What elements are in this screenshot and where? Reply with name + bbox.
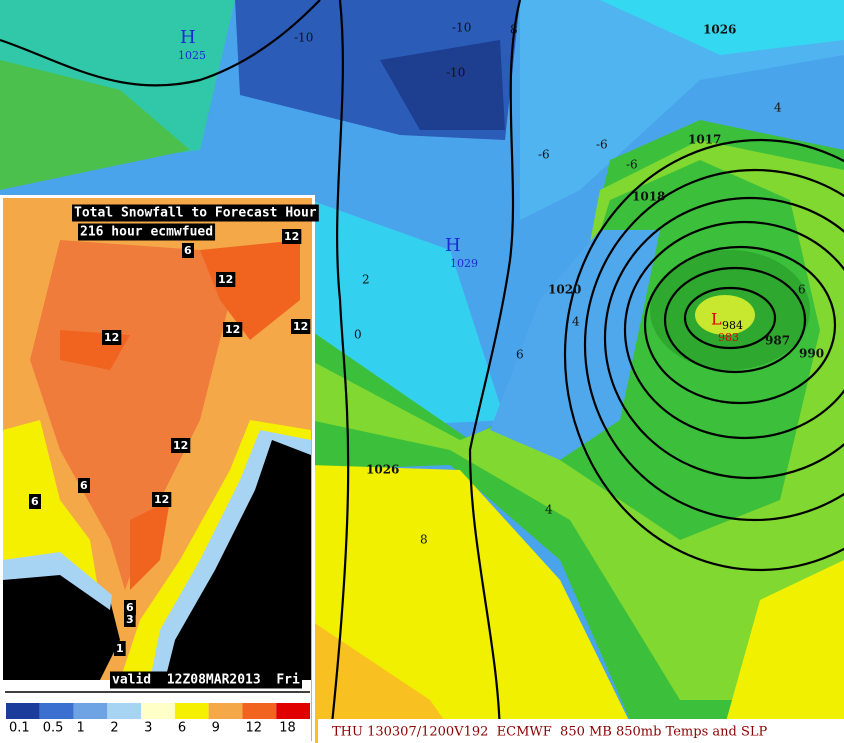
inset-title: Total Snowfall to Forecast Hour — [74, 206, 317, 221]
label-box — [78, 478, 90, 493]
legend-swatch — [39, 703, 74, 719]
label-box — [216, 272, 236, 287]
contour-label: 6 — [126, 601, 134, 614]
legend-label: 0.1 — [9, 721, 30, 736]
high-pressure: 1029 — [450, 257, 478, 270]
label-box — [171, 438, 191, 453]
temp-label: 2 — [362, 273, 370, 287]
label-box — [29, 494, 41, 509]
contour-label: 12 — [104, 331, 119, 344]
legend-swatch — [208, 703, 243, 719]
label-box — [291, 319, 311, 334]
contour-label: 3 — [126, 613, 134, 626]
label-box — [72, 204, 319, 222]
legend-swatch — [174, 703, 209, 719]
label-box — [182, 243, 194, 258]
footer-bg — [318, 719, 844, 743]
temp-label: -6 — [596, 138, 608, 152]
isobar-label: 987 — [765, 334, 790, 348]
contour-label: 12 — [154, 493, 169, 506]
contour-label: 6 — [31, 495, 39, 508]
inset — [0, 195, 315, 743]
temp-label: 8 — [510, 23, 518, 37]
legend-label: 1 — [77, 721, 85, 736]
temp-label: 6 — [798, 283, 806, 297]
contour-label: 12 — [284, 230, 299, 243]
low-pressure: 984 — [722, 319, 743, 332]
label-box — [114, 641, 126, 656]
isobar-label: 1017 — [688, 133, 721, 147]
temp-label: 4 — [545, 503, 553, 517]
legend-label: 0.5 — [43, 721, 64, 736]
contour-label: 6 — [184, 244, 192, 257]
footer: THU 130307/1200V192 ECMWF 850 MB 850mb T… — [332, 725, 768, 740]
legend-label: 12 — [245, 721, 262, 736]
isobar-label: 1026 — [366, 463, 399, 477]
legend-label: 9 — [212, 721, 220, 736]
inset-labels: Total Snowfall to Forecast Hour 216 hour… — [29, 204, 319, 689]
contour-label: 1 — [116, 642, 124, 655]
label-box — [102, 330, 122, 345]
high-pressure: 1025 — [178, 49, 206, 62]
isobar-label: 1020 — [548, 283, 581, 297]
temp-label: -6 — [538, 148, 550, 162]
isobar-label: 1026 — [703, 23, 736, 37]
legend: 0.1 0.5 1 2 3 6 9 12 18 — [6, 703, 310, 736]
isobar-label: 990 — [799, 347, 824, 361]
legend-label: 2 — [110, 721, 118, 736]
isobar-label: 1018 — [632, 190, 665, 204]
inset-subtitle: 216 hour ecmwfued — [80, 225, 213, 240]
contour-label: 6 — [80, 479, 88, 492]
legend-swatch — [141, 703, 175, 719]
legend-label: 18 — [279, 721, 296, 736]
temp-label: 6 — [516, 348, 524, 362]
valid-time: valid 12Z08MAR2013 Fri — [112, 673, 300, 688]
temp-label: -10 — [446, 66, 465, 80]
legend-swatch — [276, 703, 310, 719]
contour-label: 12 — [293, 320, 308, 333]
low-symbol: L — [711, 310, 722, 329]
temp-label: 4 — [774, 101, 782, 115]
temp-label: 8 — [420, 533, 428, 547]
temp-label: 4 — [572, 315, 580, 329]
label-box — [282, 229, 302, 244]
label-box — [124, 600, 136, 615]
contour-label: 12 — [218, 273, 233, 286]
legend-swatch — [73, 703, 108, 719]
label-box — [110, 671, 303, 689]
label-box — [152, 492, 172, 507]
legend-swatch — [242, 703, 277, 719]
contour-label: 12 — [173, 439, 188, 452]
legend-label: 3 — [144, 721, 152, 736]
temp-label: -10 — [452, 21, 471, 35]
label-box — [124, 612, 136, 627]
high-symbol: H — [445, 235, 461, 256]
high-symbol: H — [180, 27, 196, 48]
main-labels: H 1025 H 1029 L 984 983 1026 1017 1018 1… — [178, 21, 824, 547]
temp-label: -10 — [294, 31, 313, 45]
temp-label: 0 — [354, 328, 362, 342]
low-pressure: 983 — [718, 331, 739, 344]
legend-swatch — [6, 703, 40, 719]
contour-label: 12 — [225, 323, 240, 336]
legend-label: 6 — [178, 721, 186, 736]
label-box — [223, 322, 243, 337]
legend-swatch — [107, 703, 142, 719]
label-box — [78, 223, 216, 241]
temp-label: -6 — [626, 158, 638, 172]
